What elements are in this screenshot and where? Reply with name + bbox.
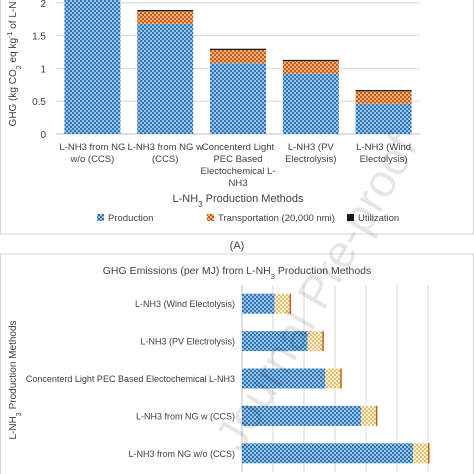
x-tick-label: Electochemical L- <box>201 166 276 177</box>
legend-swatch <box>207 214 214 221</box>
hbar-production <box>242 443 414 464</box>
bar-production <box>137 23 194 134</box>
hbar-transportation <box>413 443 428 464</box>
hbar-utilization <box>375 405 378 426</box>
hbar-transportation <box>361 405 376 426</box>
hbar-utilization <box>322 331 324 352</box>
y-tick-label: 0.5 <box>32 97 46 108</box>
x-tick-label: Electrolysis) <box>285 154 336 165</box>
bar-transportation <box>282 61 339 74</box>
hbar-production <box>242 368 326 389</box>
hbar-utilization <box>340 368 342 389</box>
panel-a: 0 0.5 1 1.5 2 L-NH3 from NGw/o (CCS) L-NH3 fro… <box>5 0 420 252</box>
panel-b: GHG Emissions (per MJ) from L-NH3 Produc… <box>8 265 430 472</box>
chart-title: GHG Emissions (per MJ) from L-NH3 Produc… <box>103 265 372 281</box>
y-axis-label-part: 2 <box>14 65 23 69</box>
hbar-utilization <box>289 293 292 314</box>
bar-utilization <box>137 10 194 12</box>
legend-label: Transportation (20,000 nmi) <box>218 213 335 224</box>
y-axis-label-part: 3 <box>14 412 23 416</box>
y-tick-label: 1 <box>40 64 46 75</box>
y-tick-label: L-NH3 (PV Electrolysis) <box>140 337 235 347</box>
x-tick-label: w/o (CCS) <box>69 154 114 165</box>
bar-production <box>282 73 339 134</box>
hbar-production <box>242 331 308 352</box>
x-tick-label: L-NH3 from NG <box>59 142 125 153</box>
x-tick-label: Concenterd Light <box>202 142 275 153</box>
x-tick-label: L-NH3 from NG w <box>127 142 203 153</box>
hbar-production <box>242 293 275 314</box>
x-axis-label-part: Production Methods <box>203 193 304 205</box>
y-axis-label: L-NH3 Production Methods <box>8 320 23 439</box>
bar-production <box>64 0 121 134</box>
bar-transportation <box>137 11 194 24</box>
bar-utilization <box>355 90 412 92</box>
hbar-production <box>242 405 362 426</box>
bar-utilization <box>210 48 266 51</box>
x-axis-label-part: L-NH <box>173 193 199 205</box>
hbar-transportation <box>274 293 290 314</box>
chart-title-part: Production Methods <box>275 265 371 277</box>
y-axis-label: GHG (kg CO2 eq kg-1 of L-N <box>5 2 23 127</box>
legend-swatch <box>347 214 354 221</box>
chart-title-part: 3 <box>271 272 275 281</box>
x-axis-label: L-NH3 Production Methods <box>173 193 304 209</box>
y-tick-label: L-NH3 from NG w/o (CCS) <box>128 449 235 459</box>
y-tick-label: 0 <box>40 130 46 141</box>
bar-transportation <box>210 50 266 64</box>
y-tick-label: L-NH3 from NG w (CCS) <box>136 411 235 421</box>
x-tick-label: L-NH3 (PV <box>288 142 335 153</box>
x-axis-label-part: 3 <box>198 200 203 209</box>
y-axis-label-part: of L-N <box>8 2 19 32</box>
y-tick-label: L-NH3 (Wind Electolysis) <box>135 299 235 309</box>
x-tick-label: Electolysis) <box>360 154 408 165</box>
legend-label: Utilization <box>358 213 399 224</box>
panel-label: (A) <box>230 240 245 252</box>
y-tick-label: 2 <box>40 0 46 10</box>
bar-production <box>210 63 266 134</box>
x-tick-label: NH3 <box>228 178 247 189</box>
bar-utilization <box>282 59 339 62</box>
y-axis-label-part: L-NH <box>8 416 19 439</box>
hbar-utilization <box>428 443 430 464</box>
y-axis-label-part: -1 <box>5 32 14 38</box>
legend-label: Production <box>108 213 153 224</box>
chart-title-part: GHG Emissions (per MJ) from L-NH <box>103 265 271 277</box>
bar-production <box>355 103 412 134</box>
y-axis-label-part: GHG (kg CO <box>8 69 19 126</box>
x-tick-label: L-NH3 (Wind <box>356 142 411 153</box>
legend-swatch <box>97 214 104 221</box>
y-axis-label-part: Production Methods <box>8 320 19 412</box>
x-tick-label: PEC Based <box>213 154 262 165</box>
bar-transportation <box>355 91 412 104</box>
y-axis-label-part: eq kg <box>8 38 19 65</box>
x-tick-label: (CCS) <box>152 154 178 165</box>
y-tick-label: Concenterd Light PEC Based Electochemica… <box>26 374 235 384</box>
y-tick-label: 1.5 <box>32 32 46 43</box>
hbar-transportation <box>325 368 341 389</box>
hbar-transportation <box>307 331 323 352</box>
